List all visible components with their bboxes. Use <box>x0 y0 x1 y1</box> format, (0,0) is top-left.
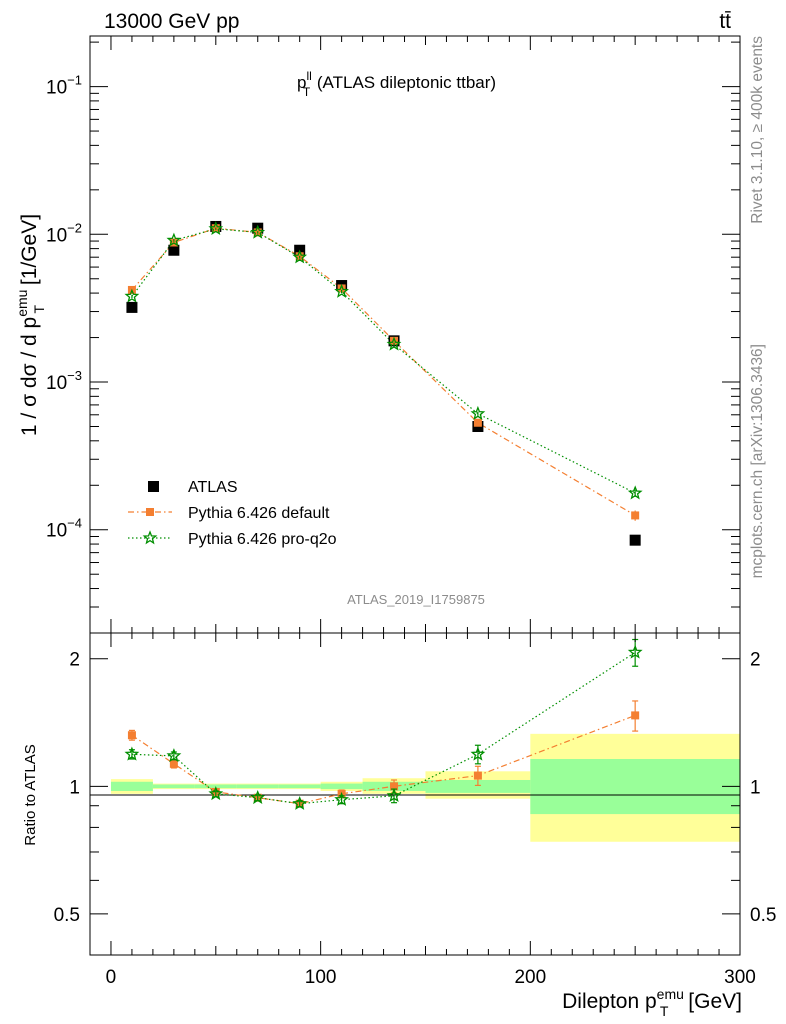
main-point-default <box>337 284 346 293</box>
ratio-y-tick-label-right: 1 <box>750 777 761 798</box>
ratio-point-default <box>127 731 136 740</box>
main-point-proq2o <box>627 485 643 500</box>
ratio-y-tick-label-right: 2 <box>750 650 761 671</box>
ratio-point-proq2o <box>627 644 643 659</box>
main-point-atlas <box>168 244 180 256</box>
ratio-frame <box>89 632 741 956</box>
main-point-proq2o <box>166 232 182 247</box>
ratio-series-layer <box>124 638 643 810</box>
ratio-y-tick-label: 2 <box>69 650 80 671</box>
ratio-stat-band <box>320 783 363 790</box>
ratio-point-proq2o <box>292 795 308 810</box>
main-panel: 10−1 10−2 10−3 10−4 pll T (ATLAS dileptonic … <box>14 35 741 634</box>
main-point-default <box>390 336 399 345</box>
ratio-x-tick-label: 100 <box>305 967 337 988</box>
ratio-xlabel: Dilepton pemu T [GeV] <box>562 986 742 1019</box>
xlabel-main: Dilepton p <box>562 990 657 1013</box>
ratio-y-tick-label: 1 <box>69 777 80 798</box>
main-y-tick-label: 10−3 <box>46 368 82 394</box>
legend-star-shape <box>142 530 158 545</box>
process-label: tt̄ <box>719 10 731 33</box>
ratio-y-tick-label-right: 0.5 <box>750 905 776 926</box>
plot-title-sub: T <box>303 85 311 99</box>
main-point-proq2o <box>208 220 224 236</box>
mcplots-label: mcplots.cern.ch [arXiv:1306.3436] <box>749 344 766 578</box>
main-point-atlas <box>126 301 138 313</box>
ratio-x-tick-label: 0 <box>106 967 117 988</box>
rivet-version-label: Rivet 3.1.10, ≥ 400k events <box>749 36 766 224</box>
main-series-line-2 <box>131 228 636 494</box>
ratio-series-line-1 <box>131 651 636 805</box>
plot-title-sup: ll <box>306 69 311 83</box>
main-point-proq2o <box>292 249 308 264</box>
main-point-proq2o <box>250 224 266 239</box>
ratio-y-tick-label: 0.5 <box>54 905 80 926</box>
ratio-x-tick-label: 300 <box>724 967 756 988</box>
main-point-atlas <box>629 534 641 546</box>
legend-default-label: Pythia 6.426 default <box>188 505 330 522</box>
ratio-point-proq2o <box>470 746 486 761</box>
ratio-point-proq2o <box>124 746 140 761</box>
xlabel-sup: emu <box>657 986 684 1002</box>
ratio-stat-band <box>152 784 195 789</box>
xlabel-unit: [GeV] <box>682 990 742 1013</box>
legend: ATLAS Pythia 6.426 default Pythia 6.426 … <box>128 479 337 548</box>
main-series-layer <box>124 220 643 546</box>
legend-proq2o-label: Pythia 6.426 pro-q2o <box>188 531 337 548</box>
legend-default-marker <box>146 508 154 516</box>
legend-proq2o-marker <box>142 530 158 545</box>
legend-atlas-marker <box>148 481 159 492</box>
ratio-point-proq2o <box>386 788 402 803</box>
ratio-stat-band <box>425 779 531 793</box>
main-point-proq2o <box>334 283 349 298</box>
legend-atlas-label: ATLAS <box>188 479 238 496</box>
svg-text:1 / σ dσ / d pemuT [1/GeV]: 1 / σ dσ / d pemuT [1/GeV] <box>14 214 47 436</box>
ratio-panel: 0 100 200 300 0.5 0.5 1 1 2 2 Ratio to ATLAS Dile… <box>22 632 776 1019</box>
main-y-tick-label: 10−4 <box>46 516 82 542</box>
ratio-point-proq2o <box>250 789 266 805</box>
analysis-id-label: ATLAS_2019_I1759875 <box>347 592 485 607</box>
plot-title-rest: (ATLAS dileptonic ttbar) <box>312 73 496 92</box>
ratio-stat-band <box>236 784 279 789</box>
ratio-ticks-layer: 0 100 200 300 0.5 0.5 1 1 2 2 <box>54 633 776 988</box>
xlabel-sub: T <box>660 1003 669 1019</box>
ratio-x-tick-label: 200 <box>514 967 546 988</box>
ratio-point-default <box>631 711 640 720</box>
ratio-ylabel: Ratio to ATLAS <box>22 744 39 845</box>
main-y-tick-label: 10−2 <box>46 220 82 246</box>
ratio-point-proq2o <box>334 791 349 806</box>
main-ticks-layer: 10−1 10−2 10−3 10−4 <box>46 36 741 634</box>
ratio-stat-band <box>530 759 740 815</box>
main-point-proq2o <box>386 336 402 351</box>
energy-label: 13000 GeV pp <box>104 10 239 33</box>
ratio-point-default <box>390 782 399 791</box>
ratio-point-default <box>473 771 482 780</box>
main-ylabel: 1 / σ dσ / d pemuT [1/GeV] <box>14 214 47 436</box>
main-point-default <box>631 511 640 520</box>
plot-title-main: p <box>297 73 306 92</box>
main-point-proq2o <box>470 405 486 421</box>
main-y-tick-label: 10−1 <box>46 73 82 99</box>
ratio-stat-band <box>110 781 153 791</box>
main-series-line-1 <box>131 227 636 516</box>
ratio-stat-band <box>278 784 321 789</box>
plot-title: pll T (ATLAS dileptonic ttbar) <box>297 69 496 99</box>
ratio-point-proq2o <box>208 785 224 801</box>
ratio-bands-layer <box>110 733 740 842</box>
ratio-point-proq2o <box>166 748 182 763</box>
ratio-point-default <box>169 759 178 768</box>
main-point-proq2o <box>124 288 140 303</box>
main-point-default <box>473 418 482 427</box>
